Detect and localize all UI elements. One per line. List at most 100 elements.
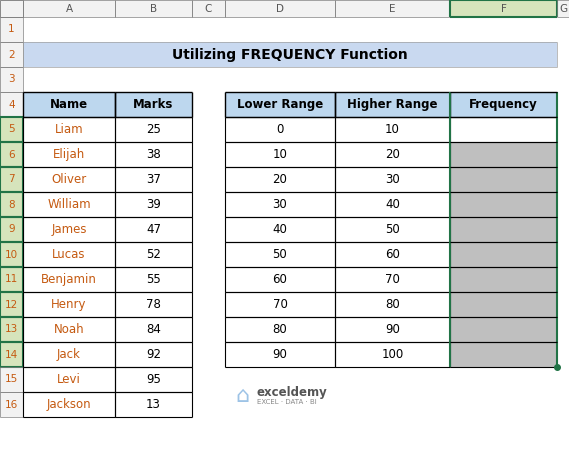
Text: 6: 6 bbox=[8, 149, 15, 160]
Bar bbox=[557, 0, 569, 17]
Bar bbox=[335, 92, 450, 117]
Text: 40: 40 bbox=[273, 223, 287, 236]
Text: Jack: Jack bbox=[57, 348, 81, 361]
Bar bbox=[0, 42, 23, 67]
Bar bbox=[23, 292, 115, 317]
Bar bbox=[115, 367, 192, 392]
Bar bbox=[115, 392, 192, 417]
Text: 100: 100 bbox=[381, 348, 403, 361]
Text: 20: 20 bbox=[385, 148, 400, 161]
Text: 5: 5 bbox=[8, 124, 15, 134]
Bar bbox=[23, 17, 557, 42]
Bar bbox=[450, 167, 557, 192]
Bar bbox=[335, 142, 450, 167]
Bar bbox=[450, 292, 557, 317]
Bar bbox=[23, 67, 557, 92]
Text: Jackson: Jackson bbox=[47, 398, 91, 411]
Text: 9: 9 bbox=[8, 225, 15, 235]
Text: 8: 8 bbox=[8, 199, 15, 210]
Bar bbox=[115, 142, 192, 167]
Bar bbox=[335, 242, 450, 267]
Bar bbox=[0, 317, 23, 342]
Text: 50: 50 bbox=[385, 223, 400, 236]
Bar bbox=[115, 342, 192, 367]
Text: 90: 90 bbox=[385, 323, 400, 336]
Text: EXCEL · DATA · BI: EXCEL · DATA · BI bbox=[257, 399, 317, 405]
Bar bbox=[335, 217, 450, 242]
Bar bbox=[225, 242, 335, 267]
Bar bbox=[115, 242, 192, 267]
Text: 10: 10 bbox=[385, 123, 400, 136]
Bar bbox=[23, 217, 115, 242]
Bar bbox=[450, 217, 557, 242]
Text: Marks: Marks bbox=[133, 98, 174, 111]
Text: G: G bbox=[559, 4, 567, 14]
Text: Higher Range: Higher Range bbox=[347, 98, 438, 111]
Bar bbox=[23, 192, 557, 217]
Bar bbox=[23, 142, 557, 167]
Bar bbox=[450, 267, 557, 292]
Bar bbox=[225, 0, 335, 17]
Text: Henry: Henry bbox=[51, 298, 86, 311]
Bar bbox=[450, 117, 557, 142]
Text: C: C bbox=[205, 4, 212, 14]
Text: ⌂: ⌂ bbox=[235, 387, 249, 406]
Text: Levi: Levi bbox=[57, 373, 81, 386]
Text: 70: 70 bbox=[273, 298, 287, 311]
Bar bbox=[335, 117, 450, 142]
Text: 2: 2 bbox=[8, 50, 15, 60]
Bar bbox=[335, 342, 450, 367]
Bar bbox=[0, 67, 23, 92]
Text: 39: 39 bbox=[146, 198, 161, 211]
Bar bbox=[0, 392, 23, 417]
Text: 3: 3 bbox=[8, 74, 15, 84]
Text: 10: 10 bbox=[273, 148, 287, 161]
Text: 95: 95 bbox=[146, 373, 161, 386]
Text: 90: 90 bbox=[273, 348, 287, 361]
Text: Elijah: Elijah bbox=[53, 148, 85, 161]
Bar bbox=[225, 267, 335, 292]
Text: 80: 80 bbox=[385, 298, 400, 311]
Bar bbox=[335, 192, 450, 217]
Bar bbox=[335, 167, 450, 192]
Bar bbox=[23, 217, 557, 242]
Text: James: James bbox=[51, 223, 86, 236]
Bar bbox=[450, 242, 557, 267]
Bar bbox=[450, 342, 557, 367]
Bar bbox=[225, 192, 335, 217]
Text: Lower Range: Lower Range bbox=[237, 98, 323, 111]
Bar bbox=[23, 42, 557, 67]
Bar bbox=[225, 92, 335, 117]
Bar bbox=[115, 0, 192, 17]
Text: 80: 80 bbox=[273, 323, 287, 336]
Bar bbox=[225, 217, 335, 242]
Bar bbox=[115, 167, 192, 192]
Text: Frequency: Frequency bbox=[469, 98, 538, 111]
Text: Name: Name bbox=[50, 98, 88, 111]
Bar bbox=[23, 92, 115, 117]
Text: 15: 15 bbox=[5, 374, 18, 385]
Text: 13: 13 bbox=[5, 325, 18, 335]
Text: 60: 60 bbox=[273, 273, 287, 286]
Bar bbox=[23, 0, 115, 17]
Bar bbox=[335, 317, 450, 342]
Bar bbox=[115, 267, 192, 292]
Bar bbox=[225, 142, 335, 167]
Bar bbox=[450, 317, 557, 342]
Bar bbox=[23, 367, 557, 392]
Text: 47: 47 bbox=[146, 223, 161, 236]
Text: 7: 7 bbox=[8, 175, 15, 184]
Text: Lucas: Lucas bbox=[52, 248, 86, 261]
Text: 50: 50 bbox=[273, 248, 287, 261]
Bar bbox=[23, 167, 557, 192]
Bar bbox=[225, 167, 335, 192]
Text: 38: 38 bbox=[146, 148, 161, 161]
Bar bbox=[23, 292, 557, 317]
Text: William: William bbox=[47, 198, 91, 211]
Bar bbox=[225, 317, 335, 342]
Bar bbox=[335, 0, 450, 17]
Text: 11: 11 bbox=[5, 275, 18, 285]
Bar bbox=[0, 0, 23, 17]
Bar bbox=[0, 292, 23, 317]
Bar bbox=[450, 0, 557, 17]
